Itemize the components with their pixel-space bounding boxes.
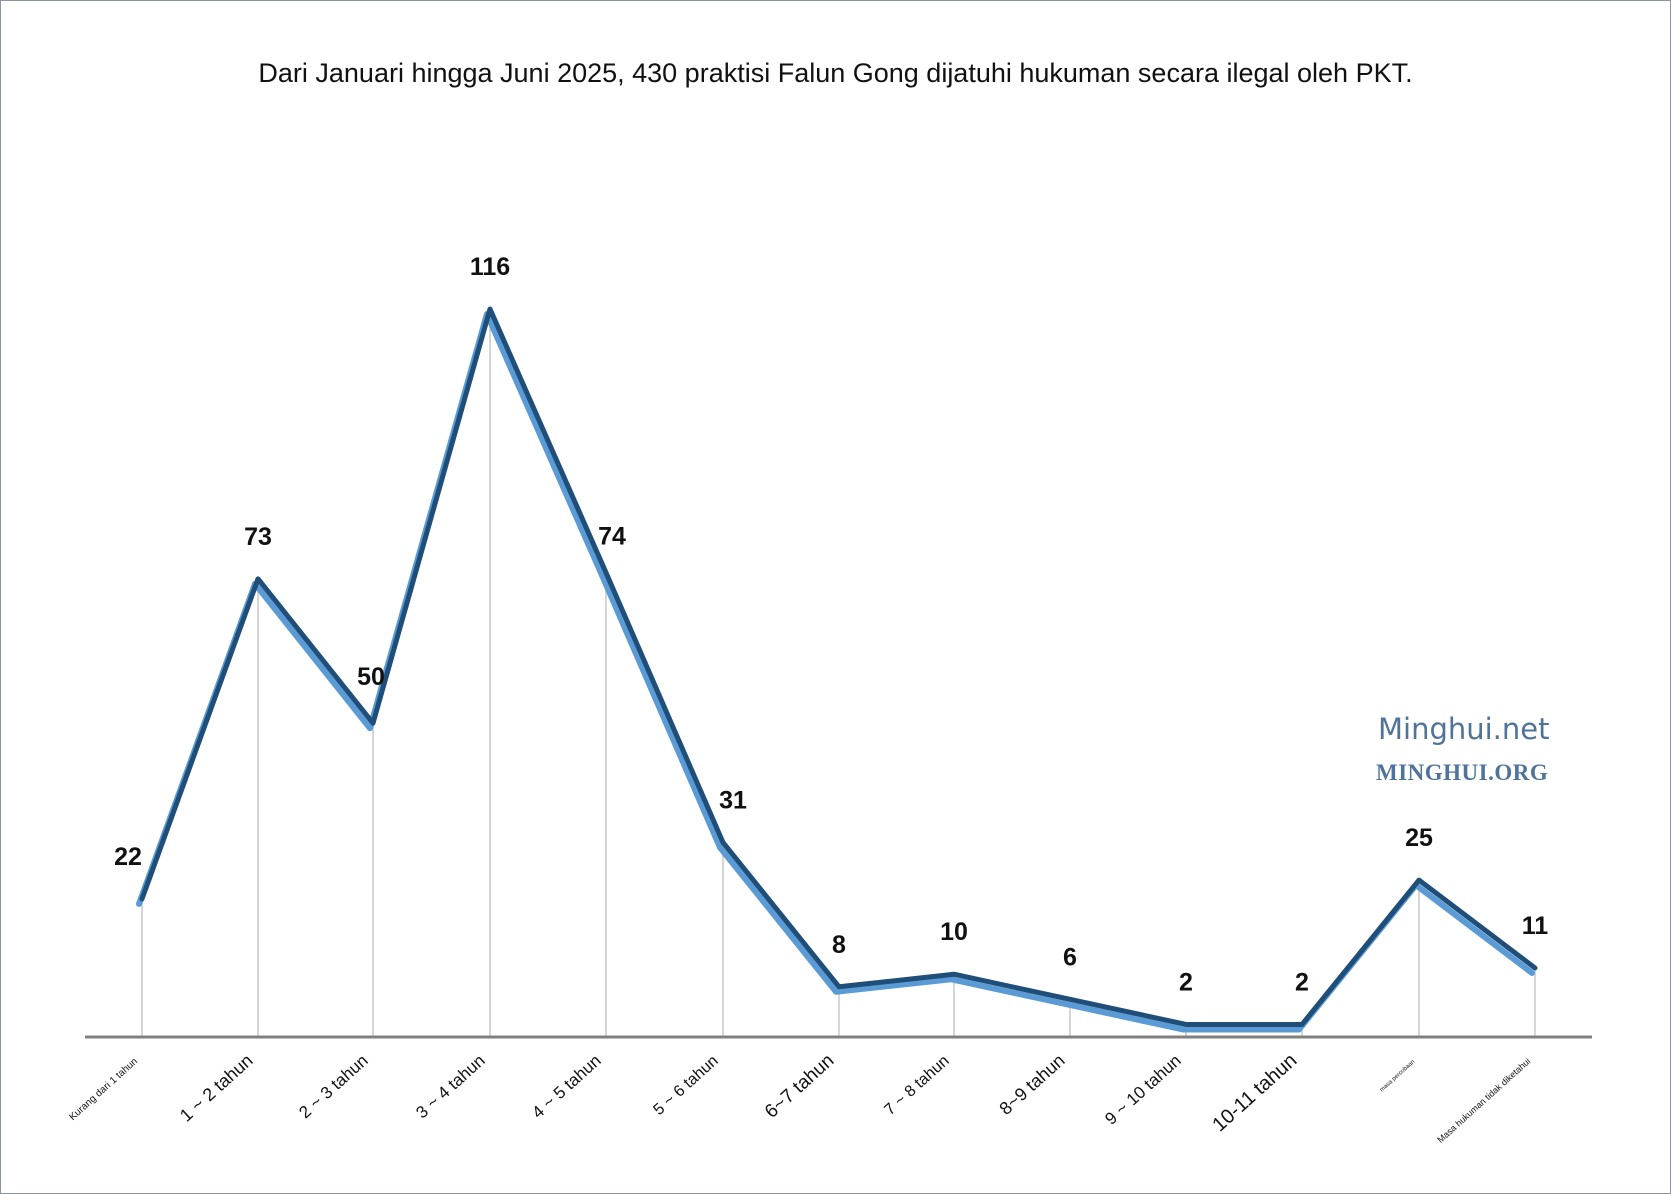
chart-title: Dari Januari hingga Juni 2025, 430 prakt… (258, 58, 1413, 88)
watermark-minghui-net: Minghui.net (1378, 712, 1550, 746)
data-label: 2 (1179, 968, 1193, 996)
series-line (139, 306, 1538, 1027)
watermark-minghui-org: MINGHUI.ORG (1376, 760, 1549, 785)
data-label: 25 (1405, 824, 1433, 852)
data-label: 8 (832, 931, 846, 959)
data-label: 50 (357, 663, 385, 691)
x-axis-label: 8~9 tahun (995, 1050, 1068, 1119)
x-axis-label: 4 ~ 5 tahun (528, 1051, 604, 1122)
x-axis-label: masa percobaan (1379, 1059, 1416, 1093)
data-label: 22 (114, 843, 142, 871)
data-label: 74 (598, 523, 626, 551)
x-axis-label: 3 ~ 4 tahun (412, 1051, 488, 1122)
x-axis-label: 7 ~ 8 tahun (881, 1052, 952, 1119)
x-axis-label: Masa hukuman tidak diketahui (1435, 1056, 1532, 1145)
x-axis-label: 2 ~ 3 tahun (295, 1051, 371, 1122)
x-axis-label: Kurang dari 1 tahun (67, 1056, 140, 1123)
x-axis-labels: Kurang dari 1 tahun 1 ~ 2 tahun 2 ~ 3 tahu… (67, 1049, 1532, 1144)
data-label: 73 (244, 523, 272, 551)
data-label: 31 (719, 786, 747, 814)
data-label: 6 (1063, 943, 1077, 971)
data-label: 2 (1295, 968, 1309, 996)
series-line-highlight (136, 311, 1535, 1033)
x-axis-label: 5 ~ 6 tahun (650, 1052, 721, 1119)
data-label: 11 (1522, 912, 1549, 940)
data-label: 116 (470, 253, 510, 281)
data-label: 10 (940, 918, 968, 946)
x-axis-label: 1 ~ 2 tahun (176, 1050, 257, 1125)
x-axis-label: 9 ~ 10 tahun (1101, 1051, 1184, 1129)
x-axis-label: 10-11 tahun (1208, 1049, 1301, 1136)
drop-lines (141, 309, 1536, 1037)
x-axis-label: 6~7 tahun (761, 1050, 838, 1123)
